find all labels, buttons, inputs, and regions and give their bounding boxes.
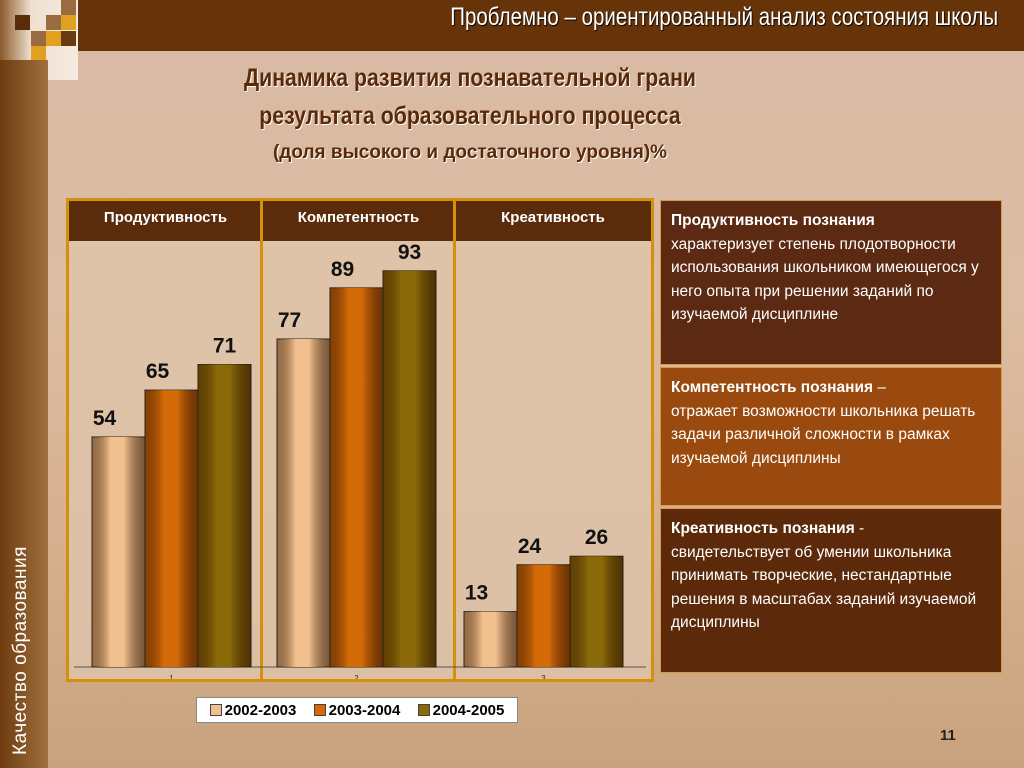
legend-swatch	[417, 703, 430, 716]
legend-label: 2003-2004	[328, 701, 401, 719]
definition-term: Продуктивность познания	[671, 212, 875, 229]
definition-creativity: Креативность познания - свидетельствует …	[660, 508, 1002, 673]
divider	[453, 201, 456, 679]
chart-panel: Продуктивность Компетентность Креативнос…	[66, 198, 654, 682]
chart-subtitle: (доля высокого и достаточного уровня)%	[272, 142, 668, 163]
data-label: 26	[585, 526, 608, 549]
bar-shade	[92, 436, 145, 667]
legend-swatch	[313, 703, 326, 716]
title-bar: Проблемно – ориентированный анализ состо…	[78, 0, 1024, 51]
side-label: Качество образования	[10, 546, 31, 755]
bar-shade	[570, 556, 623, 667]
definition-term: Компетентность познания	[671, 379, 874, 396]
x-tick-label: 3	[541, 674, 546, 679]
page-number: 11	[940, 727, 956, 744]
bar-shade	[145, 390, 198, 667]
legend: 2002-2003 2003-2004 2004-2005	[196, 697, 518, 723]
data-label: 24	[518, 535, 542, 558]
bar-shade	[330, 287, 383, 667]
slide-title: Проблемно – ориентированный анализ состо…	[450, 3, 998, 31]
bar-shade	[198, 364, 251, 667]
definition-term: Креативность познания	[671, 520, 855, 537]
definition-competence: Компетентность познания – отражает возмо…	[660, 367, 1002, 506]
bar-shade	[517, 564, 570, 667]
data-label: 54	[93, 407, 117, 430]
data-label: 77	[278, 309, 301, 332]
legend-swatch	[209, 703, 222, 716]
group-header: Креативность	[501, 209, 605, 226]
bar-shade	[464, 611, 517, 667]
group-header: Компетентность	[297, 209, 420, 226]
definition-text: свидетельствует об умении школьника прин…	[671, 543, 977, 632]
data-label: 93	[398, 241, 421, 264]
legend-item: 2004-2005	[417, 701, 505, 719]
bar-shade	[277, 338, 330, 667]
bar-chart: 54 65 71 1 77 89 93 2 13 24 26 3	[74, 241, 646, 679]
definition-separator: –	[873, 379, 886, 396]
definition-text: характеризует степень плодотворности исп…	[671, 235, 979, 324]
definition-productivity: Продуктивность познания характеризует ст…	[660, 200, 1002, 365]
legend-label: 2002-2003	[224, 701, 297, 719]
x-tick-label: 2	[354, 674, 359, 679]
data-label: 89	[331, 258, 354, 281]
bar-shade	[383, 270, 436, 667]
definition-separator: -	[854, 520, 865, 537]
legend-item: 2002-2003	[209, 701, 297, 719]
group-header: Продуктивность	[103, 209, 228, 226]
x-tick-label: 1	[169, 674, 174, 679]
legend-item: 2003-2004	[313, 701, 401, 719]
legend-label: 2004-2005	[432, 701, 505, 719]
data-label: 71	[213, 335, 237, 358]
chart-title-line2: результата образовательного процесса	[259, 102, 681, 130]
divider	[260, 201, 263, 679]
definition-text: отражает возможности школьника решать за…	[671, 402, 976, 467]
side-bar	[0, 60, 48, 768]
data-label: 13	[465, 582, 488, 605]
chart-title-line1: Динамика развития познавательной грани	[243, 64, 696, 92]
data-label: 65	[146, 360, 170, 383]
chart-header-row: Продуктивность Компетентность Креативнос…	[69, 201, 651, 241]
